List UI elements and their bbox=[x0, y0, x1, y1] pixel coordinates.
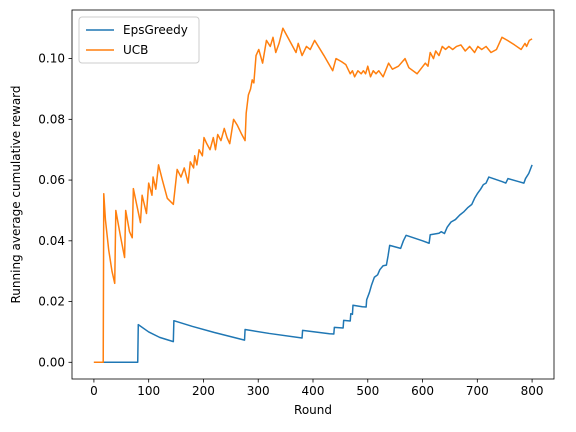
x-tick-label: 800 bbox=[521, 384, 544, 398]
x-tick-label: 0 bbox=[90, 384, 98, 398]
legend: EpsGreedy UCB bbox=[78, 16, 200, 64]
y-tick-label: 0.08 bbox=[38, 112, 65, 126]
series-line-ucb bbox=[93, 27, 533, 364]
y-tick-label: 0.02 bbox=[38, 295, 65, 309]
y-tick-label: 0.10 bbox=[38, 52, 65, 66]
x-tick-label: 600 bbox=[411, 384, 434, 398]
x-tick-label: 500 bbox=[356, 384, 379, 398]
y-tick-label: 0.00 bbox=[38, 355, 65, 369]
legend-label-epsgreedy: EpsGreedy bbox=[123, 23, 188, 37]
x-tick-label: 200 bbox=[192, 384, 215, 398]
legend-label-ucb: UCB bbox=[123, 43, 148, 57]
x-tick-label: 100 bbox=[137, 384, 160, 398]
x-axis-label: Round bbox=[294, 403, 332, 417]
x-tick-label: 700 bbox=[466, 384, 489, 398]
series-line-epsgreedy bbox=[93, 164, 533, 364]
x-tick-label: 400 bbox=[302, 384, 325, 398]
y-axis-ticks: 0.00 0.02 0.04 0.06 0.08 0.10 bbox=[38, 52, 72, 369]
y-tick-label: 0.06 bbox=[38, 173, 65, 187]
y-axis-label: Running average cumulative reward bbox=[9, 85, 23, 303]
x-tick-label: 300 bbox=[247, 384, 270, 398]
y-tick-label: 0.04 bbox=[38, 234, 65, 248]
plot-lines bbox=[93, 27, 533, 364]
legend-box bbox=[78, 16, 200, 64]
x-axis-ticks: 0 100 200 300 400 500 600 700 800 bbox=[90, 379, 544, 398]
